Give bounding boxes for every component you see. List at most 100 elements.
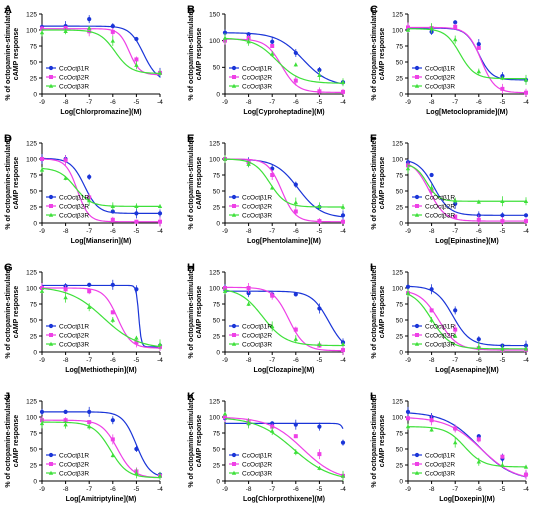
data-point bbox=[134, 335, 139, 340]
x-tick-label: -7 bbox=[86, 357, 92, 364]
y-tick-label: 50 bbox=[213, 446, 221, 453]
x-tick-label: -7 bbox=[86, 99, 92, 106]
data-point bbox=[317, 465, 322, 470]
y-tick-label: 75 bbox=[396, 430, 404, 437]
data-point bbox=[293, 200, 298, 205]
data-point bbox=[110, 204, 115, 209]
x-tick-label: -5 bbox=[317, 486, 323, 493]
y-tick-label: 25 bbox=[30, 462, 38, 469]
data-point bbox=[405, 284, 411, 289]
legend-marker bbox=[48, 470, 54, 475]
data-point bbox=[134, 471, 139, 476]
y-tick-label: 25 bbox=[396, 462, 404, 469]
data-point bbox=[63, 409, 68, 414]
legend-entry: CcOctβ1R bbox=[425, 323, 455, 330]
y-axis-label-line: cAMP response bbox=[379, 286, 386, 338]
data-point bbox=[110, 310, 115, 315]
data-point bbox=[341, 89, 345, 94]
legend-marker bbox=[415, 204, 419, 208]
x-tick-label: -9 bbox=[405, 99, 411, 106]
x-axis-label: Log[Mianserin](M) bbox=[71, 238, 132, 245]
x-tick-label: -8 bbox=[63, 228, 69, 235]
data-point bbox=[500, 454, 505, 459]
y-tick-label: 0 bbox=[216, 349, 220, 356]
data-point bbox=[270, 173, 275, 177]
data-point bbox=[524, 472, 528, 477]
y-tick-label: 0 bbox=[33, 478, 37, 485]
data-point bbox=[39, 288, 45, 293]
legend-marker bbox=[414, 452, 420, 458]
legend-entry: CcOctβ1R bbox=[242, 65, 272, 72]
data-point bbox=[87, 409, 92, 414]
y-tick-label: 100 bbox=[209, 156, 220, 163]
y-tick-label: 100 bbox=[392, 414, 403, 421]
x-tick-label: -9 bbox=[39, 486, 45, 493]
data-point bbox=[63, 422, 68, 427]
data-point bbox=[134, 446, 139, 452]
y-tick-label: 100 bbox=[26, 285, 37, 292]
y-tick-label: 100 bbox=[392, 285, 403, 292]
data-point bbox=[157, 211, 163, 216]
data-point bbox=[340, 473, 346, 478]
x-tick-label: -9 bbox=[222, 228, 228, 235]
data-point bbox=[523, 77, 529, 82]
y-tick-label: 75 bbox=[213, 172, 221, 179]
x-tick-label: -4 bbox=[340, 99, 346, 106]
y-tick-label: 0 bbox=[399, 349, 403, 356]
legend-entry: CcOctβ2R bbox=[59, 332, 89, 339]
x-tick-label: -8 bbox=[429, 486, 435, 493]
legend-entry: CcOctβ1R bbox=[59, 452, 89, 459]
legend-entry: CcOctβ3R bbox=[242, 212, 272, 219]
y-axis-label: % of octopamine-stimulatedcAMP response bbox=[371, 394, 386, 487]
data-point bbox=[476, 434, 481, 439]
y-axis-label-line: % of octopamine-stimulated bbox=[188, 394, 195, 487]
y-tick-label: 50 bbox=[396, 317, 404, 324]
data-point bbox=[87, 289, 92, 294]
x-tick-label: -5 bbox=[317, 99, 323, 106]
legend-marker bbox=[231, 452, 237, 458]
x-tick-label: -7 bbox=[452, 228, 458, 235]
x-tick-label: -4 bbox=[157, 486, 163, 493]
x-axis-label: Log[Chlorpromazine](M) bbox=[60, 109, 141, 116]
data-point bbox=[523, 213, 529, 218]
x-tick-label: -9 bbox=[405, 486, 411, 493]
legend-entry: CcOctβ3R bbox=[242, 83, 272, 90]
data-point bbox=[293, 209, 298, 214]
y-tick-label: 125 bbox=[392, 11, 403, 18]
fit-curve-1 bbox=[42, 411, 161, 477]
y-tick-label: 75 bbox=[30, 43, 38, 50]
fit-curve-2 bbox=[225, 158, 343, 223]
data-point bbox=[317, 306, 322, 311]
data-point bbox=[476, 437, 481, 442]
y-tick-label: 0 bbox=[216, 478, 220, 485]
y-tick-label: 125 bbox=[392, 398, 403, 405]
data-point bbox=[110, 38, 115, 43]
legend-marker bbox=[414, 83, 420, 88]
x-tick-label: -9 bbox=[222, 99, 228, 106]
legend-marker bbox=[414, 212, 420, 217]
x-tick-label: -9 bbox=[39, 357, 45, 364]
data-point bbox=[110, 437, 115, 442]
y-tick-label: 25 bbox=[396, 204, 404, 211]
y-tick-label: 100 bbox=[209, 38, 220, 45]
data-point bbox=[87, 424, 92, 429]
x-tick-label: -4 bbox=[340, 228, 346, 235]
data-point bbox=[270, 44, 275, 48]
legend-marker bbox=[414, 341, 420, 346]
y-tick-label: 0 bbox=[399, 220, 403, 227]
data-point bbox=[317, 219, 322, 224]
legend-entry: CcOctβ3R bbox=[425, 341, 455, 348]
panel-label: H bbox=[187, 262, 195, 274]
y-tick-label: 0 bbox=[399, 478, 403, 485]
y-axis-label-line: cAMP response bbox=[13, 157, 20, 209]
data-point bbox=[39, 30, 45, 35]
x-tick-label: -7 bbox=[452, 357, 458, 364]
data-point bbox=[39, 167, 45, 172]
data-point bbox=[317, 424, 322, 429]
panel-k: K -9 -8 -7 -6 -5 -4 0 25 50 75 100 125 Log[Chlorproth… bbox=[187, 391, 346, 503]
x-tick-label: -9 bbox=[222, 357, 228, 364]
y-axis-label-line: cAMP response bbox=[379, 415, 386, 467]
x-tick-label: -4 bbox=[523, 99, 529, 106]
y-axis-label: % of octopamine-stimulatedcAMP response bbox=[188, 265, 203, 358]
data-point bbox=[500, 346, 505, 351]
